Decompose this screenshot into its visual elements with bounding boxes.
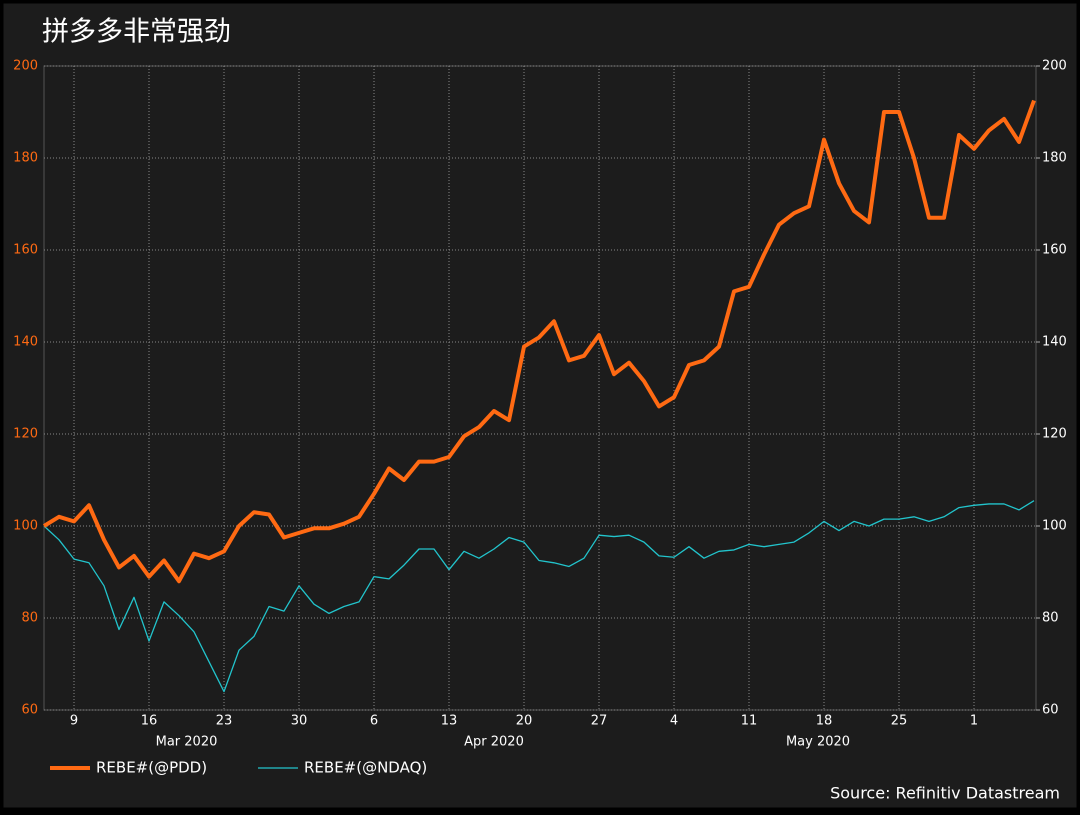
x-tick-label: 11 <box>741 714 758 729</box>
legend-label: REBE#(@NDAQ) <box>304 759 427 777</box>
x-tick-label: 4 <box>670 714 678 729</box>
legend-label: REBE#(@PDD) <box>96 759 207 777</box>
y-tick-label: 160 <box>13 243 38 258</box>
y2-tick-label: 60 <box>1042 703 1059 718</box>
y2-tick-label: 200 <box>1042 59 1067 74</box>
series-line <box>42 99 1036 584</box>
y2-tick-label: 160 <box>1042 243 1067 258</box>
x-tick-label: 18 <box>816 714 833 729</box>
chart-title: 拼多多非常强劲 <box>42 17 231 48</box>
y-tick-label: 60 <box>21 703 38 718</box>
x-tick-label: 25 <box>891 714 908 729</box>
x-tick-label: 6 <box>370 714 378 729</box>
x-tick-label: 27 <box>591 714 608 729</box>
y-tick-label: 120 <box>13 427 38 442</box>
y-tick-label: 100 <box>13 519 38 534</box>
month-label: Apr 2020 <box>464 735 524 750</box>
y-tick-label: 140 <box>13 335 38 350</box>
y2-tick-label: 120 <box>1042 427 1067 442</box>
y2-tick-label: 180 <box>1042 151 1067 166</box>
x-tick-label: 9 <box>70 714 78 729</box>
y2-tick-label: 80 <box>1042 611 1059 626</box>
x-tick-label: 16 <box>141 714 158 729</box>
x-tick-label: 1 <box>970 714 978 729</box>
x-tick-label: 20 <box>516 714 533 729</box>
x-tick-label: 30 <box>291 714 308 729</box>
month-label: May 2020 <box>786 735 850 750</box>
y2-tick-label: 100 <box>1042 519 1067 534</box>
series-line <box>43 500 1035 693</box>
x-tick-label: 13 <box>441 714 458 729</box>
y-tick-label: 80 <box>21 611 38 626</box>
y-tick-label: 200 <box>13 59 38 74</box>
source: Source: Refinitiv Datastream <box>830 784 1060 803</box>
month-label: Mar 2020 <box>156 735 218 750</box>
y-tick-label: 180 <box>13 151 38 166</box>
y2-tick-label: 140 <box>1042 335 1067 350</box>
x-tick-label: 23 <box>216 714 233 729</box>
